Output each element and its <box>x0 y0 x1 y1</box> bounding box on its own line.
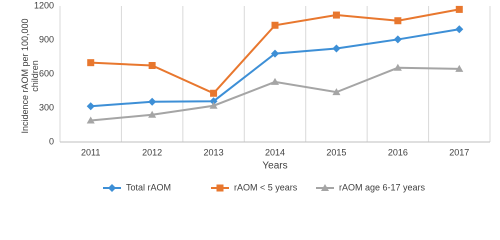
series-line <box>90 66 460 122</box>
x-tick-label: 2016 <box>388 147 408 157</box>
x-tick-label: 2011 <box>81 147 100 157</box>
y-tick-label: 900 <box>39 34 54 44</box>
marker-diamond <box>393 35 402 44</box>
marker-square <box>210 89 218 97</box>
marker-diamond <box>86 102 95 111</box>
marker-triangle <box>332 88 341 96</box>
marker-triangle <box>271 77 279 85</box>
chart-container: 0 300 600 900 1200 2011 2012 2013 2014 2015 2016 20… <box>20 0 491 192</box>
x-tick-label: 2015 <box>326 147 346 157</box>
marker-square <box>271 21 279 29</box>
marker-diamond <box>455 25 464 34</box>
x-axis-label: Years <box>262 161 287 172</box>
y-tick-label: 1200 <box>34 0 54 10</box>
y-tick-label: 300 <box>39 102 54 112</box>
legend-label: rAOM < 5 years <box>234 182 298 192</box>
marker-triangle <box>455 64 464 72</box>
y-tick-label: 0 <box>49 136 54 146</box>
y-axis-label: Incidence rAOM per 100,000 children <box>20 18 40 134</box>
marker-square <box>394 17 402 25</box>
legend-label: rAOM age 6-17 years <box>339 182 426 192</box>
marker-square <box>216 184 224 192</box>
marker-square <box>332 11 340 19</box>
x-tick-label: 2017 <box>449 147 469 157</box>
x-tick-label: 2013 <box>204 147 224 157</box>
x-tick-label: 2012 <box>142 147 162 157</box>
marker-triangle <box>393 63 402 71</box>
marker-diamond <box>108 184 116 192</box>
marker-square <box>455 5 463 13</box>
y-tick-label: 600 <box>39 68 54 78</box>
marker-diamond <box>271 49 279 58</box>
marker-triangle <box>86 116 95 124</box>
marker-triangle <box>148 110 157 118</box>
x-tick-label: 2014 <box>265 147 285 157</box>
marker-diamond <box>148 97 157 106</box>
marker-diamond <box>209 97 218 106</box>
chart: 0 300 600 900 1200 2011 2012 2013 2014 2015 2016 20… <box>34 0 491 192</box>
marker-square <box>148 62 156 69</box>
marker-triangle <box>321 184 329 191</box>
marker-square <box>87 59 95 67</box>
marker-triangle <box>209 101 218 109</box>
legend-label: Total rAOM <box>126 182 171 192</box>
marker-diamond <box>332 44 341 53</box>
